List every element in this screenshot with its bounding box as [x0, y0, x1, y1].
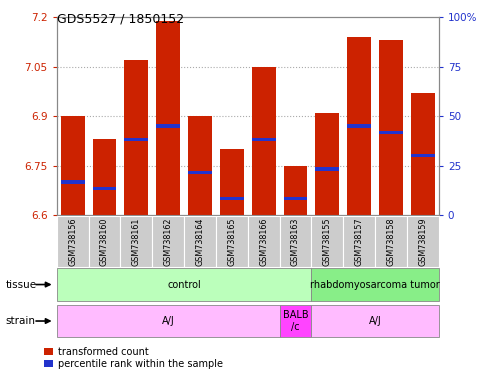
- Bar: [57, 216, 89, 267]
- Bar: [283, 197, 308, 200]
- Text: GSM738159: GSM738159: [419, 217, 427, 266]
- Bar: [61, 180, 85, 184]
- Bar: [280, 305, 312, 337]
- Bar: [188, 116, 212, 215]
- Text: GSM738162: GSM738162: [164, 217, 173, 266]
- Bar: [220, 197, 244, 200]
- Bar: [316, 113, 339, 215]
- Bar: [57, 305, 280, 337]
- Text: GSM738160: GSM738160: [100, 217, 109, 266]
- Bar: [280, 216, 312, 267]
- Bar: [312, 305, 439, 337]
- Bar: [156, 124, 180, 128]
- Bar: [93, 139, 116, 215]
- Text: GSM738161: GSM738161: [132, 217, 141, 266]
- Bar: [247, 216, 280, 267]
- Bar: [407, 216, 439, 267]
- Text: strain: strain: [6, 316, 36, 326]
- Bar: [188, 170, 212, 174]
- Text: GSM738165: GSM738165: [227, 217, 236, 266]
- Bar: [343, 216, 375, 267]
- Text: GSM738155: GSM738155: [323, 217, 332, 266]
- Bar: [152, 216, 184, 267]
- Bar: [283, 166, 308, 215]
- Bar: [411, 154, 435, 157]
- Bar: [316, 167, 339, 170]
- Text: GDS5527 / 1850152: GDS5527 / 1850152: [57, 12, 184, 25]
- Bar: [379, 40, 403, 215]
- Text: GSM738158: GSM738158: [387, 217, 395, 266]
- Bar: [411, 93, 435, 215]
- Text: A/J: A/J: [162, 316, 175, 326]
- Bar: [120, 216, 152, 267]
- Bar: [375, 216, 407, 267]
- Text: tissue: tissue: [6, 280, 37, 290]
- Bar: [347, 37, 371, 215]
- Text: control: control: [167, 280, 201, 290]
- Bar: [220, 149, 244, 215]
- Bar: [124, 60, 148, 215]
- Bar: [252, 137, 276, 141]
- Bar: [184, 216, 216, 267]
- Bar: [216, 216, 247, 267]
- Text: GSM738164: GSM738164: [195, 217, 205, 266]
- Text: GSM738157: GSM738157: [354, 217, 364, 266]
- Text: rhabdomyosarcoma tumor: rhabdomyosarcoma tumor: [310, 280, 440, 290]
- Bar: [89, 216, 120, 267]
- Text: GSM738166: GSM738166: [259, 217, 268, 266]
- Bar: [124, 137, 148, 141]
- Bar: [57, 268, 312, 301]
- Bar: [156, 21, 180, 215]
- Text: GSM738163: GSM738163: [291, 217, 300, 266]
- Bar: [312, 268, 439, 301]
- Bar: [61, 116, 85, 215]
- Bar: [93, 187, 116, 190]
- Legend: transformed count, percentile rank within the sample: transformed count, percentile rank withi…: [44, 347, 223, 369]
- Bar: [252, 67, 276, 215]
- Text: A/J: A/J: [369, 316, 382, 326]
- Bar: [347, 124, 371, 128]
- Text: BALB
/c: BALB /c: [282, 310, 308, 332]
- Bar: [312, 216, 343, 267]
- Bar: [379, 131, 403, 134]
- Text: GSM738156: GSM738156: [68, 217, 77, 266]
